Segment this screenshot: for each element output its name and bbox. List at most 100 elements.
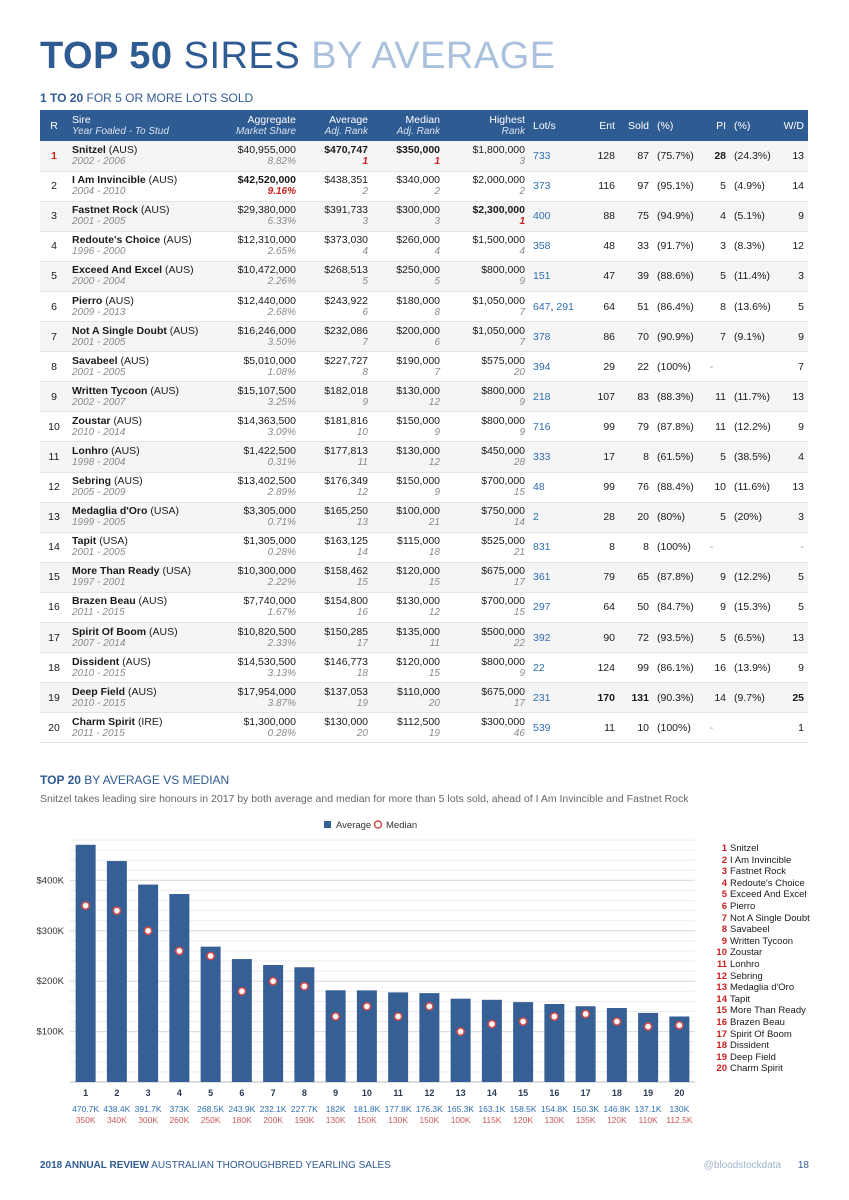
highest-value: $500,000 (481, 625, 525, 638)
sire-name: Not A Single Doubt (72, 324, 167, 337)
aggregate-cell: $15,107,500 3.25% (218, 382, 300, 412)
table-row: 12 Sebring (AUS) 2005 - 2009 $13,402,500 2.8… (40, 472, 808, 503)
sire-line: Deep Field (AUS) (72, 686, 214, 698)
pi-pct-cell: (8.3%) (734, 240, 765, 253)
market-share: 3.09% (267, 426, 296, 438)
lot-link[interactable]: 48 (533, 481, 545, 494)
entries-cell: 28 (603, 511, 615, 524)
x-tick-label: 15 (518, 1088, 528, 1098)
median-value: $300,000 (396, 204, 440, 217)
pi-pct-cell: (24.3%) (734, 149, 771, 162)
highest-cell: $700,000 15 (444, 472, 529, 502)
aggregate-value: $14,530,500 (237, 655, 296, 668)
sire-legend-number: 9 (721, 935, 727, 947)
median-data-label: 112.5K (666, 1115, 693, 1125)
sold-pct-cell: (86.4%) (657, 300, 694, 313)
highest-value: $2,300,000 (472, 204, 525, 217)
sire-cell: Fastnet Rock (AUS) 2001 - 2005 (68, 201, 218, 231)
sold-pct-cell: (88.4%) (657, 481, 694, 494)
lot-link[interactable]: 539 (533, 721, 551, 734)
sire-legend-item: 6 Pierro (715, 901, 810, 913)
highest-rank: 3 (519, 155, 525, 167)
median-data-label: 130K (544, 1115, 564, 1125)
entries-cell: 107 (597, 390, 615, 403)
lot-link[interactable]: 231 (533, 691, 551, 704)
lot-link[interactable]: 378 (533, 330, 551, 343)
lot-link[interactable]: 733 (533, 149, 551, 162)
lot-link[interactable]: 333 (533, 450, 551, 463)
entries-cell: 17 (603, 450, 615, 463)
pi-pct-cell: (13.6%) (734, 300, 771, 313)
median-data-label: 190K (294, 1115, 314, 1125)
lot-link[interactable]: 151 (533, 270, 551, 283)
average-cell: $176,349 12 (300, 472, 372, 502)
lot-link[interactable]: 291 (556, 300, 574, 313)
aggregate-value: $1,300,000 (243, 715, 296, 728)
average-value: $154,800 (324, 595, 368, 608)
lot-link[interactable]: 716 (533, 420, 551, 433)
average-bar (138, 884, 159, 1082)
sold-cell: 131 (631, 691, 649, 704)
x-tick-label: 16 (549, 1088, 559, 1098)
table-row: 13 Medaglia d'Oro (USA) 1999 - 2005 $3,305,… (40, 502, 808, 533)
lot-link[interactable]: 2 (533, 511, 539, 524)
pi-pct-cell: (11.6%) (734, 481, 770, 494)
lot-link[interactable]: 831 (533, 541, 551, 554)
sire-legend-name: Tapit (730, 993, 751, 1005)
lot-link[interactable]: 647 (533, 300, 551, 313)
sire-legend-number: 16 (716, 1016, 727, 1028)
lot-link[interactable]: 218 (533, 390, 551, 403)
table-row: 6 Pierro (AUS) 2009 - 2013 $12,440,000 2.68%… (40, 291, 808, 322)
lot-link[interactable]: 358 (533, 240, 551, 253)
average-data-label: 177.8K (385, 1104, 412, 1114)
average-bar (669, 1016, 690, 1082)
sire-years: 2007 - 2014 (72, 637, 126, 649)
average-bar (294, 967, 315, 1082)
average-bar (638, 1012, 659, 1082)
entries-cell: 79 (603, 571, 615, 584)
lot-link[interactable]: 297 (533, 601, 551, 614)
sold-cell: 39 (637, 270, 649, 283)
table-row: 11 Lonhro (AUS) 1998 - 2004 $1,422,500 0.31%… (40, 441, 808, 473)
sire-line: More Than Ready (USA) (72, 565, 214, 577)
sire-legend-number: 1 (721, 843, 727, 854)
average-rank: 6 (362, 306, 368, 318)
lot-link[interactable]: 22 (533, 661, 545, 674)
average-data-label: 470.7K (72, 1104, 99, 1114)
y-tick-label: $400K (37, 875, 65, 886)
table-body: 1 Snitzel (AUS) 2002 - 2006 $40,955,000 8.82… (40, 141, 808, 743)
pi-cell: 14 (714, 691, 726, 704)
aggregate-cell: $1,305,000 0.28% (218, 532, 300, 562)
sire-name: Lonhro (72, 444, 109, 457)
sire-legend-number: 2 (721, 854, 727, 866)
sire-legend-number: 10 (716, 947, 727, 959)
pi-cell: 10 (714, 481, 726, 494)
median-cell: $120,000 15 (372, 562, 444, 592)
rank-cell: 15 (48, 571, 60, 584)
median-value: $112,500 (396, 715, 440, 728)
sire-cell: Exceed And Excel (AUS) 2000 - 2004 (68, 261, 218, 291)
lot-link[interactable]: 392 (533, 631, 551, 644)
aggregate-cell: $14,363,500 3.09% (218, 412, 300, 442)
sire-country: (AUS) (122, 655, 151, 668)
market-share: 6.33% (267, 216, 296, 228)
x-tick-label: 18 (612, 1088, 622, 1098)
median-cell: $350,000 1 (372, 141, 444, 171)
sire-years: 2001 - 2005 (72, 547, 126, 559)
median-value: $130,000 (396, 384, 440, 397)
highest-rank: 20 (513, 366, 525, 378)
entries-cell: 90 (603, 631, 615, 644)
lot-link[interactable]: 400 (533, 210, 551, 223)
median-value: $200,000 (396, 324, 440, 337)
average-rank: 2 (362, 186, 368, 198)
highest-cell: $2,300,000 1 (444, 201, 529, 231)
lot-link[interactable]: 394 (533, 360, 551, 373)
sire-name: Savabeel (72, 354, 118, 367)
col-sire: Sire Year Foaled - To Stud (72, 113, 169, 137)
average-rank: 11 (357, 456, 368, 468)
entries-cell: 116 (598, 180, 615, 193)
lot-link[interactable]: 361 (533, 571, 551, 584)
median-rank: 7 (434, 366, 440, 378)
lot-link[interactable]: 373 (533, 180, 551, 193)
lots-cell: 358 (529, 231, 585, 261)
